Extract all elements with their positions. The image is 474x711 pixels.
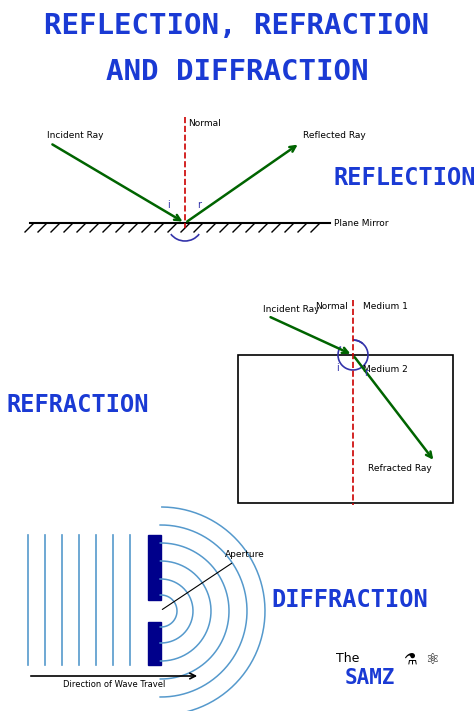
Text: REFLECTION: REFLECTION — [334, 166, 474, 190]
Text: Plane Mirror: Plane Mirror — [334, 220, 389, 228]
Text: r: r — [197, 200, 201, 210]
Text: Normal: Normal — [315, 302, 348, 311]
Text: Reflected Ray: Reflected Ray — [303, 131, 366, 140]
Bar — [238, 355, 453, 503]
Text: DIFFRACTION: DIFFRACTION — [272, 588, 428, 612]
Text: r: r — [364, 368, 368, 378]
Text: i: i — [168, 200, 170, 210]
Text: Refracted Ray: Refracted Ray — [368, 464, 432, 473]
Text: ⚗: ⚗ — [403, 652, 417, 667]
Text: Incident Ray: Incident Ray — [47, 131, 103, 140]
Text: AND DIFFRACTION: AND DIFFRACTION — [106, 58, 368, 86]
Text: REFLECTION, REFRACTION: REFLECTION, REFRACTION — [45, 12, 429, 40]
Text: Incident Ray: Incident Ray — [263, 305, 319, 314]
Text: SAMZ: SAMZ — [345, 668, 395, 688]
Bar — [148, 535, 161, 600]
Text: Normal: Normal — [188, 119, 221, 128]
Bar — [148, 622, 161, 665]
Text: Medium 2: Medium 2 — [363, 365, 408, 374]
Text: REFRACTION: REFRACTION — [7, 393, 149, 417]
Text: i: i — [337, 363, 339, 373]
Text: Aperture: Aperture — [162, 550, 265, 609]
Text: Direction of Wave Travel: Direction of Wave Travel — [63, 680, 165, 689]
Text: Medium 1: Medium 1 — [363, 302, 408, 311]
Text: ⚛: ⚛ — [425, 652, 439, 667]
Text: The: The — [337, 652, 360, 665]
